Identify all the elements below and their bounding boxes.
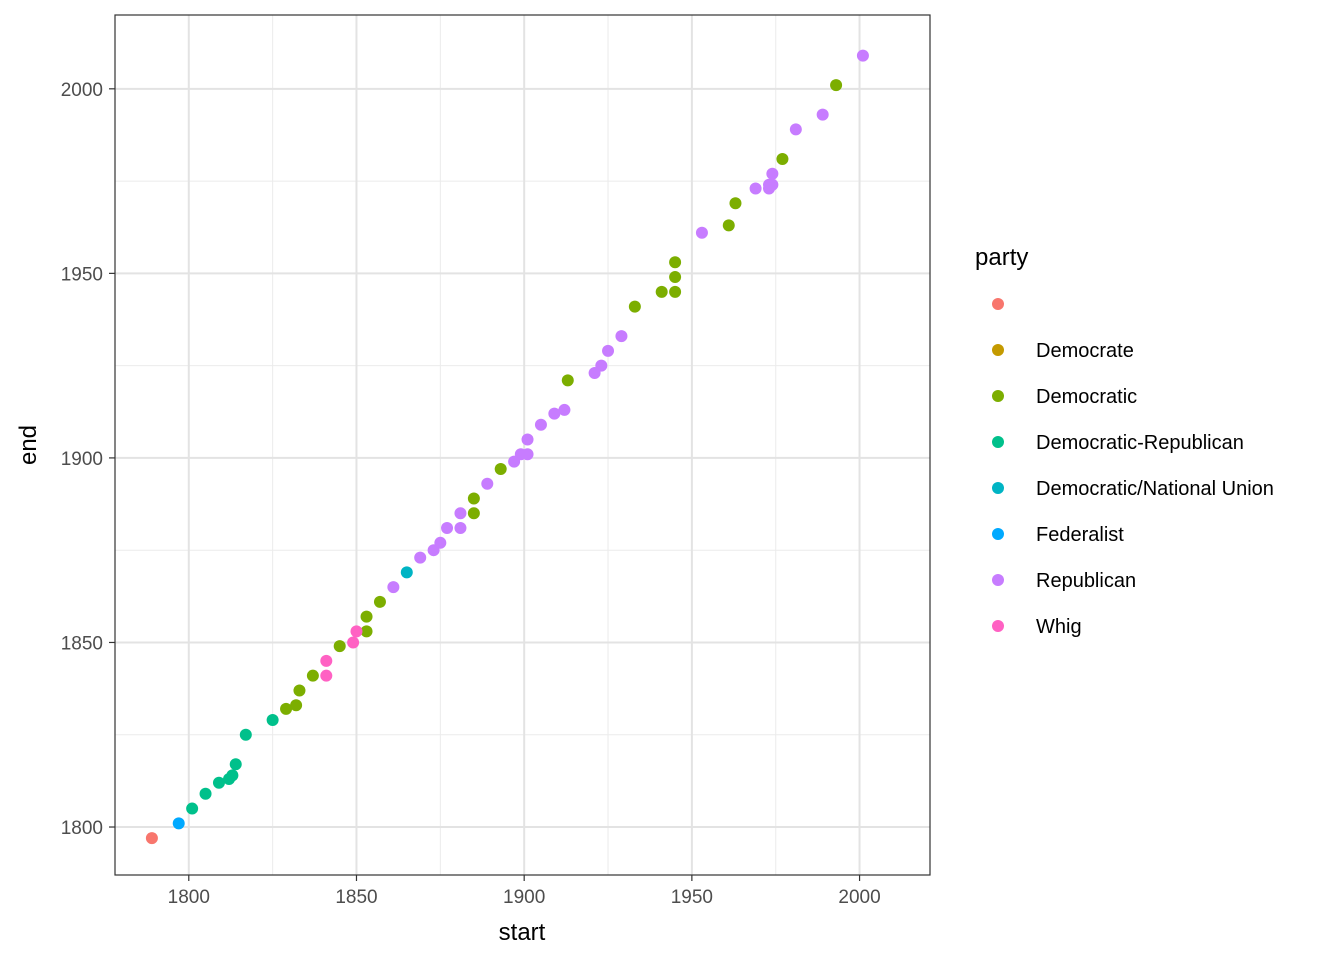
y-tick-label: 1900 — [61, 449, 103, 470]
data-point — [172, 817, 185, 830]
x-tick-label: 1800 — [168, 887, 210, 908]
data-point — [333, 640, 346, 653]
data-point — [766, 178, 779, 191]
data-point — [414, 551, 427, 564]
data-point — [776, 152, 789, 165]
data-point — [454, 522, 467, 535]
legend-swatch — [992, 528, 1004, 540]
data-point — [280, 702, 293, 715]
data-point — [320, 669, 333, 682]
data-point — [400, 566, 413, 579]
data-point — [226, 769, 239, 782]
data-point — [441, 522, 454, 535]
data-point — [816, 108, 829, 121]
data-point — [387, 581, 400, 594]
data-point — [145, 832, 158, 845]
data-point — [266, 713, 279, 726]
data-point — [669, 285, 682, 298]
plot-background — [115, 15, 930, 875]
legend-swatch — [992, 482, 1004, 494]
legend-label: Democrate — [1036, 340, 1134, 362]
data-point — [729, 197, 742, 210]
y-axis-title: end — [15, 425, 42, 465]
y-tick-label: 1800 — [61, 818, 103, 839]
legend-label: Democratic/National Union — [1036, 478, 1274, 500]
data-point — [615, 330, 628, 343]
data-point — [293, 684, 306, 697]
x-axis-ticks: 1800 1850 1900 1950 2000 — [168, 875, 881, 908]
legend-title: party — [975, 244, 1028, 271]
data-point — [749, 182, 762, 195]
data-point — [669, 256, 682, 269]
data-point — [695, 226, 708, 239]
x-tick-label: 2000 — [838, 887, 880, 908]
data-point — [320, 654, 333, 667]
data-point — [239, 728, 252, 741]
data-point — [350, 625, 363, 638]
data-point — [360, 610, 373, 623]
data-point — [561, 374, 574, 387]
data-point — [789, 123, 802, 136]
legend-label: Democratic-Republican — [1036, 432, 1244, 454]
data-point — [766, 167, 779, 180]
y-tick-label: 2000 — [61, 80, 103, 101]
data-point — [373, 595, 386, 608]
y-tick-label: 1950 — [61, 264, 103, 285]
data-point — [722, 219, 735, 232]
data-point — [434, 536, 447, 549]
data-point — [655, 285, 668, 298]
x-tick-label: 1900 — [503, 887, 545, 908]
plot-border — [114, 14, 931, 876]
plot-panel — [114, 14, 931, 876]
legend-swatch — [992, 620, 1004, 632]
data-point — [856, 49, 869, 62]
data-point — [521, 433, 534, 446]
data-point — [290, 699, 303, 712]
data-point — [467, 492, 480, 505]
data-point — [454, 507, 467, 520]
major-gridlines — [115, 15, 930, 875]
y-axis-ticks: 1800 1850 1900 1950 2000 — [61, 80, 115, 839]
legend-swatch — [992, 436, 1004, 448]
data-point — [212, 776, 225, 789]
data-point — [595, 359, 608, 372]
legend-label: Whig — [1036, 616, 1082, 638]
data-point — [602, 344, 615, 357]
legend-swatch — [992, 298, 1004, 310]
data-point — [548, 407, 561, 420]
legend-swatch — [992, 390, 1004, 402]
data-point — [669, 271, 682, 284]
data-point — [360, 625, 373, 638]
x-axis-title: start — [499, 919, 546, 946]
data-point — [199, 787, 212, 800]
data-point — [467, 507, 480, 520]
legend-swatch — [992, 344, 1004, 356]
legend-label: Federalist — [1036, 524, 1124, 546]
data-points — [145, 49, 869, 845]
x-tick-label: 1850 — [335, 887, 377, 908]
data-point — [628, 300, 641, 313]
legend-entries: Democrate Democratic Democratic-Republican… — [992, 298, 1274, 638]
legend-label: Democratic — [1036, 386, 1137, 408]
x-tick-label: 1950 — [671, 887, 713, 908]
data-point — [306, 669, 319, 682]
data-point — [534, 418, 547, 431]
data-point — [186, 802, 199, 815]
data-point — [558, 403, 571, 416]
data-point — [521, 448, 534, 461]
data-point — [481, 477, 494, 490]
data-point — [494, 462, 507, 475]
legend-swatch — [992, 574, 1004, 586]
legend-label: Republican — [1036, 570, 1136, 592]
data-point — [229, 758, 242, 771]
y-tick-label: 1850 — [61, 633, 103, 654]
data-point — [830, 79, 843, 92]
legend: party Democrate Democratic Democratic-Repu… — [975, 244, 1274, 638]
data-point — [347, 636, 360, 649]
